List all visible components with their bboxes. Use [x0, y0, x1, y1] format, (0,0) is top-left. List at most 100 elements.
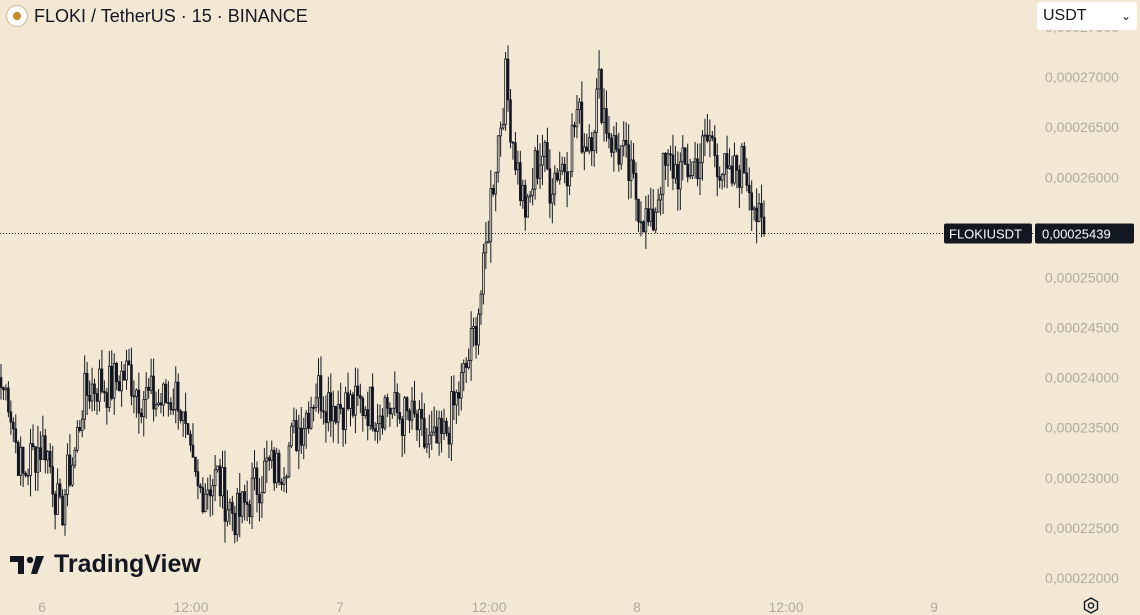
candle — [430, 410, 434, 451]
candle — [26, 468, 30, 486]
candle — [344, 386, 347, 445]
candle — [740, 143, 744, 194]
candle — [95, 388, 99, 415]
candle — [144, 372, 148, 419]
candle — [575, 95, 579, 139]
candle — [472, 317, 475, 347]
time-tick-label: 12:00 — [173, 599, 208, 613]
candle — [196, 459, 200, 500]
candle — [253, 450, 256, 491]
candle — [275, 447, 278, 489]
candle — [14, 414, 18, 454]
candle — [701, 130, 704, 181]
candle — [176, 373, 180, 430]
candle — [649, 187, 653, 227]
candle — [78, 420, 82, 433]
tradingview-watermark[interactable]: TradingView — [10, 550, 201, 579]
candle — [135, 388, 138, 418]
candle — [455, 389, 458, 424]
candle — [378, 404, 382, 441]
candle — [171, 388, 175, 416]
candle — [164, 378, 168, 404]
candle — [757, 193, 761, 223]
time-tick-label: 9 — [930, 599, 938, 613]
candle — [568, 171, 571, 196]
candle — [600, 68, 603, 125]
candle — [487, 220, 490, 244]
candle — [61, 489, 64, 527]
candle — [363, 406, 367, 419]
candle — [339, 382, 342, 415]
candle — [755, 188, 758, 244]
candle — [511, 141, 515, 160]
candle — [440, 410, 443, 453]
candle — [499, 121, 502, 157]
candle — [745, 158, 749, 192]
candle — [728, 148, 731, 170]
candle — [738, 164, 741, 209]
time-tick-label: 12:00 — [768, 599, 803, 613]
candle — [393, 371, 397, 417]
candle — [423, 403, 426, 450]
candle — [408, 408, 411, 434]
time-axis[interactable]: 6 12:00 7 12:00 8 12:00 9 — [38, 599, 938, 613]
candle — [277, 449, 281, 486]
gear-icon[interactable] — [1082, 597, 1100, 615]
candle — [420, 392, 424, 436]
candle — [607, 115, 611, 149]
currency-select[interactable]: USDT ⌄ — [1037, 2, 1137, 30]
candle — [265, 440, 269, 484]
candle — [39, 431, 42, 472]
candle — [585, 133, 589, 152]
candle — [760, 184, 763, 238]
price-axis[interactable]: 0,00022000 0,00022500 0,00023000 0,00023500… — [1045, 19, 1119, 586]
candle — [452, 375, 456, 421]
candle — [634, 162, 638, 221]
candle — [107, 351, 111, 412]
candle — [184, 392, 187, 438]
candle — [368, 386, 372, 431]
candle — [669, 145, 672, 171]
candle — [206, 477, 210, 510]
candle — [580, 81, 584, 154]
candle — [51, 445, 54, 508]
symbol-title[interactable]: FLOKI / TetherUS · 15 · BINANCE — [34, 5, 308, 26]
candle — [703, 118, 707, 157]
candle — [400, 415, 404, 457]
candle — [642, 220, 645, 233]
candle — [159, 393, 163, 414]
candle — [100, 349, 104, 394]
candle — [683, 147, 687, 165]
candle — [427, 414, 431, 459]
candle — [619, 145, 623, 170]
candle — [661, 152, 665, 214]
candle — [735, 154, 739, 189]
candle — [656, 188, 660, 213]
candle — [240, 491, 244, 524]
candle — [21, 446, 25, 487]
candle — [46, 450, 50, 474]
candle — [314, 383, 318, 412]
candle — [395, 383, 399, 428]
candle — [297, 414, 301, 469]
candle — [713, 125, 717, 168]
candle — [405, 396, 409, 421]
candle — [216, 465, 219, 473]
candle — [546, 127, 549, 171]
candle — [110, 350, 114, 401]
candle — [324, 395, 328, 443]
candle — [201, 477, 205, 514]
candle — [83, 355, 86, 430]
candle — [238, 472, 242, 538]
candle — [181, 411, 185, 437]
candle — [105, 387, 109, 425]
candle — [167, 381, 170, 417]
candle — [351, 391, 355, 418]
time-tick-label: 8 — [633, 599, 641, 613]
candle — [71, 457, 74, 487]
candle — [551, 178, 554, 224]
candle — [482, 243, 485, 305]
candle — [467, 348, 470, 370]
candle — [494, 171, 498, 212]
